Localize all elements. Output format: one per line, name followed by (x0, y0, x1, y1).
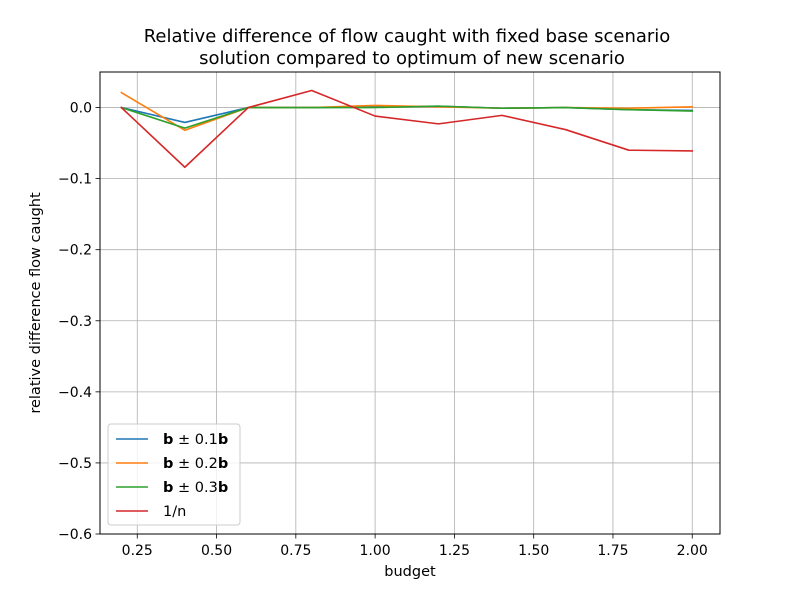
chart-title-line-1: Relative difference of flow caught with … (144, 26, 671, 47)
y-tick-label: −0.5 (58, 456, 92, 472)
legend-label-range: ± 0.3 (173, 480, 217, 496)
x-tick-label: 1.00 (360, 543, 391, 559)
legend-label-range: ± 0.2 (173, 456, 217, 472)
legend: b ± 0.1bb ± 0.2bb ± 0.3b1/n (107, 423, 241, 526)
x-tick-label: 2.00 (677, 543, 708, 559)
x-axis-ticks: 0.25 0.50 0.75 1.00 1.25 1.50 1.75 2.00 (122, 534, 708, 559)
x-axis-label: budget (384, 564, 436, 580)
x-tick-label: 0.50 (201, 543, 232, 559)
x-tick-label: 0.75 (280, 543, 311, 559)
legend-label-vector: b (163, 432, 173, 448)
plot-frame (99, 71, 721, 535)
legend-box (107, 423, 241, 526)
y-tick-label: −0.4 (58, 385, 92, 401)
legend-label-vector: b (163, 456, 173, 472)
legend-entries: b ± 0.1bb ± 0.2bb ± 0.3b1/n (116, 432, 228, 520)
y-tick-label: −0.2 (58, 243, 92, 259)
legend-label-vector: b (218, 456, 228, 472)
legend-label: 1/n (163, 504, 186, 520)
legend-label-vector: b (163, 480, 173, 496)
series-lines (120, 89, 694, 169)
series-line-2 (120, 105, 694, 129)
x-tick-label: 0.25 (122, 543, 153, 559)
series-line-3 (120, 89, 694, 169)
chart-title-line-2: solution compared to optimum of new scen… (199, 48, 625, 69)
x-tick-label: 1.50 (518, 543, 549, 559)
x-tick-label: 1.75 (597, 543, 628, 559)
legend-label: b ± 0.2b (163, 456, 228, 472)
y-tick-label: −0.1 (58, 172, 92, 188)
legend-label: b ± 0.3b (163, 480, 228, 496)
legend-label-vector: b (218, 480, 228, 496)
x-tick-label: 1.25 (439, 543, 470, 559)
y-tick-label: 0.0 (70, 101, 92, 117)
y-tick-label: −0.6 (58, 527, 92, 543)
legend-label-range: ± 0.1 (173, 432, 217, 448)
y-axis-ticks: 0.0 −0.1 −0.2 −0.3 −0.4 −0.5 −0.6 (58, 101, 100, 543)
y-tick-label: −0.3 (58, 314, 92, 330)
y-axis-label: relative difference flow caught (28, 192, 44, 414)
legend-label-vector: b (218, 432, 228, 448)
legend-label: b ± 0.1b (163, 432, 228, 448)
